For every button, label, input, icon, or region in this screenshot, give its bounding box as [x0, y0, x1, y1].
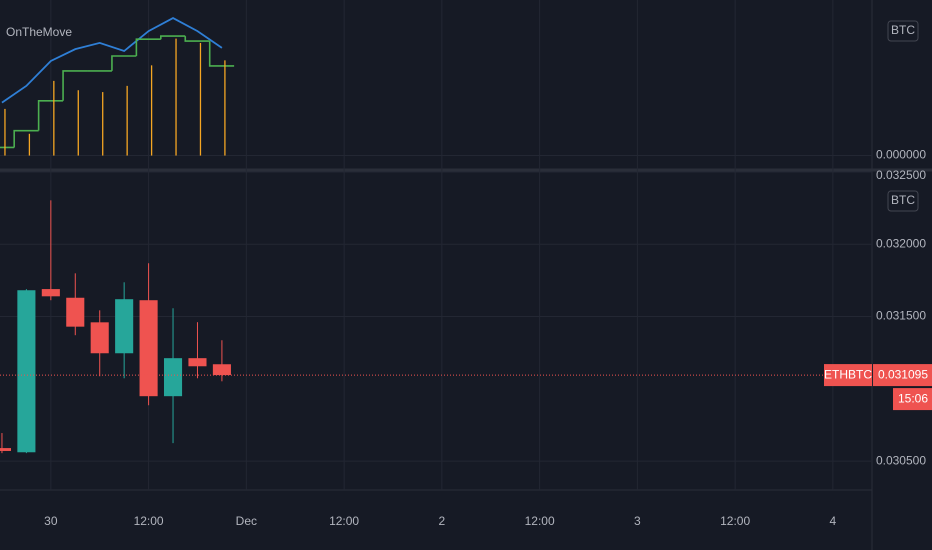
candle-body [188, 358, 207, 367]
candle-body [139, 300, 158, 397]
x-tick-label: 4 [830, 514, 837, 528]
symbol-label-bg [824, 364, 872, 387]
symbol-label: ETHBTC [824, 367, 872, 381]
x-tick-label: 3 [634, 514, 641, 528]
x-tick-label: 12:00 [329, 514, 359, 528]
candle-body [163, 358, 183, 397]
indicator-line [1, 17, 223, 104]
step-segment [135, 38, 161, 56]
x-tick-label: 12:00 [134, 514, 164, 528]
y-tick-label: 0.032000 [876, 236, 926, 250]
step-segment [37, 100, 64, 131]
y-tick-label: 0.031500 [876, 309, 926, 323]
y-tick-label: 0.032500 [876, 168, 926, 182]
x-tick-label: 30 [44, 514, 58, 528]
step-segment [13, 129, 39, 148]
step-segment [184, 36, 210, 42]
marks [0, 17, 824, 454]
candle-body [66, 297, 85, 327]
countdown-bg [893, 388, 932, 411]
indicator-title: OnTheMove [6, 25, 72, 39]
last-price-label: 0.031095 [878, 367, 928, 381]
candle-body [115, 299, 134, 354]
x-tick-label: 2 [439, 514, 446, 528]
step-segment [208, 41, 235, 67]
last-price-bg [873, 364, 932, 387]
step-segment [160, 35, 186, 40]
grid [0, 0, 872, 490]
x-tick-label: 12:00 [720, 514, 750, 528]
labels: 30 12:00 Dec 12:00 2 12:00 3 12:00 4 0.000000 0.03… [44, 148, 932, 528]
unit-badge [887, 20, 919, 42]
step-segment [62, 70, 88, 101]
step-segment [111, 55, 137, 71]
candle-body [17, 290, 36, 453]
candle-body [41, 289, 60, 297]
unit-badge-text: BTC [891, 23, 915, 37]
unit-badge-text: BTC [891, 193, 915, 207]
candle-body [90, 322, 109, 354]
x-tick-label: Dec [236, 514, 257, 528]
candle-body [0, 448, 11, 451]
y-tick-label: 0.000000 [876, 148, 926, 162]
candle-body [212, 364, 231, 376]
y-tick-label: 0.030500 [876, 453, 926, 467]
countdown-label: 15:06 [898, 391, 928, 405]
unit-badge [887, 190, 919, 212]
x-tick-label: 12:00 [525, 514, 555, 528]
